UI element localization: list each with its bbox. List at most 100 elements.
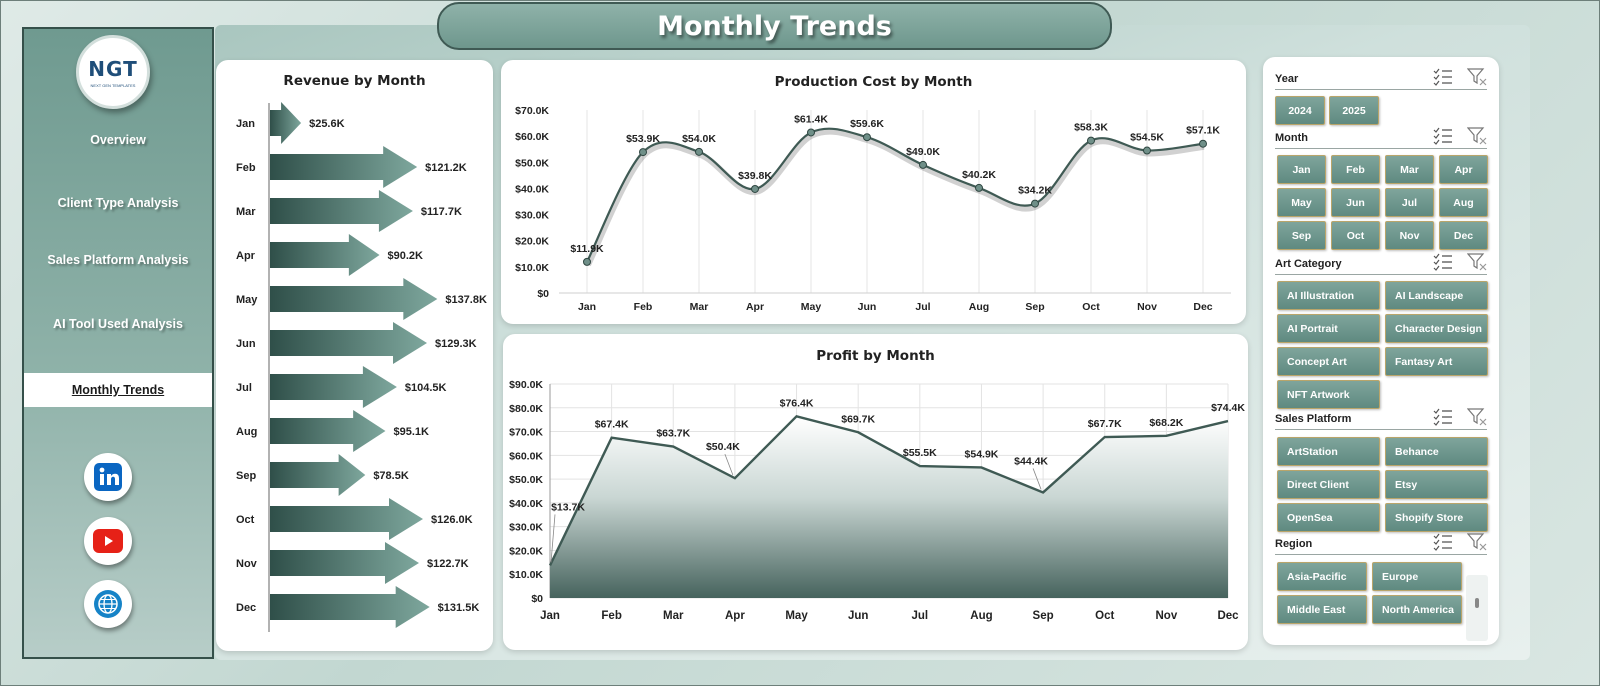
slicer-item-behance[interactable]: Behance [1385,437,1488,466]
profit-data-label: $55.5K [903,447,937,459]
profit-data-label: $67.7K [1088,418,1122,430]
scrollbar-thumb[interactable] [1475,598,1479,608]
cost-x-tick: Feb [634,301,653,313]
nav-sales-platform-analysis[interactable]: Sales Platform Analysis [24,243,212,277]
cost-point [975,183,983,192]
slicer-title: Region [1275,537,1313,550]
slicer-item-apr[interactable]: Apr [1439,155,1488,184]
slicer-item-feb[interactable]: Feb [1331,155,1380,184]
nav-ai-tool-used-analysis[interactable]: AI Tool Used Analysis [24,307,212,341]
slicer-header-icons [1433,408,1487,426]
clear-filter-icon[interactable] [1467,127,1487,145]
revenue-data-label: $90.2K [388,250,424,262]
profit-x-tick: Sep [1033,610,1054,622]
cost-data-label: $11.9K [570,243,604,255]
slicer-item-asia-pacific[interactable]: Asia-Pacific [1277,562,1367,591]
cost-x-tick: Nov [1137,301,1157,313]
slicer-item-2024[interactable]: 2024 [1275,96,1325,125]
revenue-data-label: $137.8K [445,294,487,306]
slicer-item-shopify-store[interactable]: Shopify Store [1385,503,1488,532]
slicer-item-ai-landscape[interactable]: AI Landscape [1385,281,1488,310]
cost-data-label: $54.0K [682,133,716,145]
page-title: Monthly Trends [657,10,892,42]
revenue-bar [270,190,413,232]
slicer-item-oct[interactable]: Oct [1331,221,1380,250]
slicer-item-opensea[interactable]: OpenSea [1277,503,1380,532]
multi-select-icon[interactable] [1433,68,1453,86]
nav-client-type-analysis[interactable]: Client Type Analysis [24,186,212,220]
youtube-button[interactable] [84,517,132,565]
cost-data-label: $39.8K [738,170,772,182]
slicer-title: Sales Platform [1275,412,1352,425]
slicer-item-middle-east[interactable]: Middle East [1277,595,1367,624]
profit-x-tick: Jan [540,610,560,622]
revenue-chart: Jan $25.6K Feb $121.2K Mar $117.7K Apr $90.2K Ma… [236,102,487,632]
slicer-item-mar[interactable]: Mar [1385,155,1434,184]
globe-icon [94,590,122,618]
nav-monthly-trends[interactable]: Monthly Trends [24,373,212,407]
profit-y-tick: $10.0K [509,569,543,581]
cost-x-tick: Mar [690,301,709,313]
clear-filter-icon[interactable] [1467,408,1487,426]
profit-y-tick: $50.0K [509,474,543,486]
website-button[interactable] [84,580,132,628]
slicer-item-ai-illustration[interactable]: AI Illustration [1277,281,1380,310]
multi-select-icon[interactable] [1433,533,1453,551]
clear-filter-icon[interactable] [1467,253,1487,271]
region-slicer-scrollbar[interactable] [1466,575,1488,641]
clear-filter-icon[interactable] [1467,68,1487,86]
slicer-item-concept-art[interactable]: Concept Art [1277,347,1380,376]
slicer-item-character-design[interactable]: Character Design [1385,314,1488,343]
profit-data-label: $54.9K [965,448,999,460]
slicer-item-ai-portrait[interactable]: AI Portrait [1277,314,1380,343]
cost-x-tick: Aug [969,301,989,313]
profit-card: Profit by Month $0 $10.0K $20.0K $30.0K $40.… [503,334,1248,650]
slicer-header-sales-platform: Sales Platform [1275,408,1487,430]
slicer-item-2025[interactable]: 2025 [1329,96,1379,125]
revenue-data-label: $122.7K [427,558,469,570]
profit-leader-line [1032,468,1042,490]
multi-select-icon[interactable] [1433,127,1453,145]
slicer-item-artstation[interactable]: ArtStation [1277,437,1380,466]
slicer-item-fantasy-art[interactable]: Fantasy Art [1385,347,1488,376]
profit-y-tick: $40.0K [509,498,543,510]
revenue-category-label: Nov [236,558,258,570]
revenue-category-label: Dec [236,602,256,614]
revenue-bar [270,322,428,364]
linkedin-button[interactable] [84,453,132,501]
slicer-item-direct-client[interactable]: Direct Client [1277,470,1380,499]
profit-data-label: $76.4K [780,397,814,409]
profit-data-label: $44.4K [1014,455,1048,467]
multi-select-icon[interactable] [1433,408,1453,426]
slicer-item-jun[interactable]: Jun [1331,188,1380,217]
cost-data-label: $49.0K [906,146,940,158]
slicer-item-aug[interactable]: Aug [1439,188,1488,217]
cost-point [807,128,815,137]
revenue-category-label: Jan [236,118,255,130]
cost-data-label: $61.4K [794,113,828,125]
slicer-item-europe[interactable]: Europe [1372,562,1462,591]
slicer-item-nov[interactable]: Nov [1385,221,1434,250]
slicer-header-month: Month [1275,127,1487,149]
profit-x-tick: Nov [1155,610,1177,622]
revenue-category-label: May [236,294,258,306]
profit-leader-line [724,454,734,476]
slicer-item-sep[interactable]: Sep [1277,221,1326,250]
profit-chart-title: Profit by Month [816,348,935,364]
slicer-item-dec[interactable]: Dec [1439,221,1488,250]
slicer-item-jan[interactable]: Jan [1277,155,1326,184]
slicer-item-nft-artwork[interactable]: NFT Artwork [1277,380,1380,409]
cost-y-tick: $30.0K [515,210,549,222]
cost-y-tick: $10.0K [515,262,549,274]
slicer-item-jul[interactable]: Jul [1385,188,1434,217]
slicer-item-north-america[interactable]: North America [1372,595,1462,624]
slicer-header-year: Year [1275,68,1487,90]
nav-label: AI Tool Used Analysis [53,317,183,331]
multi-select-icon[interactable] [1433,253,1453,271]
nav-overview[interactable]: Overview [24,123,212,157]
revenue-bar [270,542,419,584]
slicer-header-icons [1433,253,1487,271]
slicer-item-etsy[interactable]: Etsy [1385,470,1488,499]
clear-filter-icon[interactable] [1467,533,1487,551]
slicer-item-may[interactable]: May [1277,188,1326,217]
